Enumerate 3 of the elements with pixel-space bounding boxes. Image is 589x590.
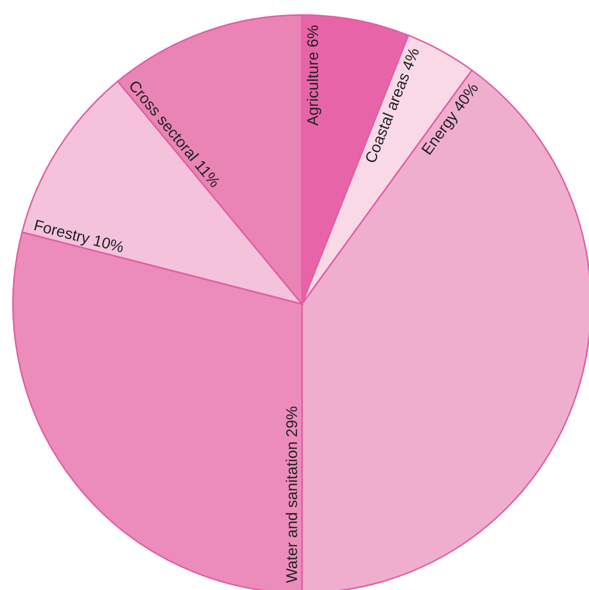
- slice-label: Agriculture 6%: [305, 24, 322, 126]
- slice-label: Water and sanitation 29%: [284, 406, 301, 583]
- slice-label: Forestry 10%: [32, 217, 126, 257]
